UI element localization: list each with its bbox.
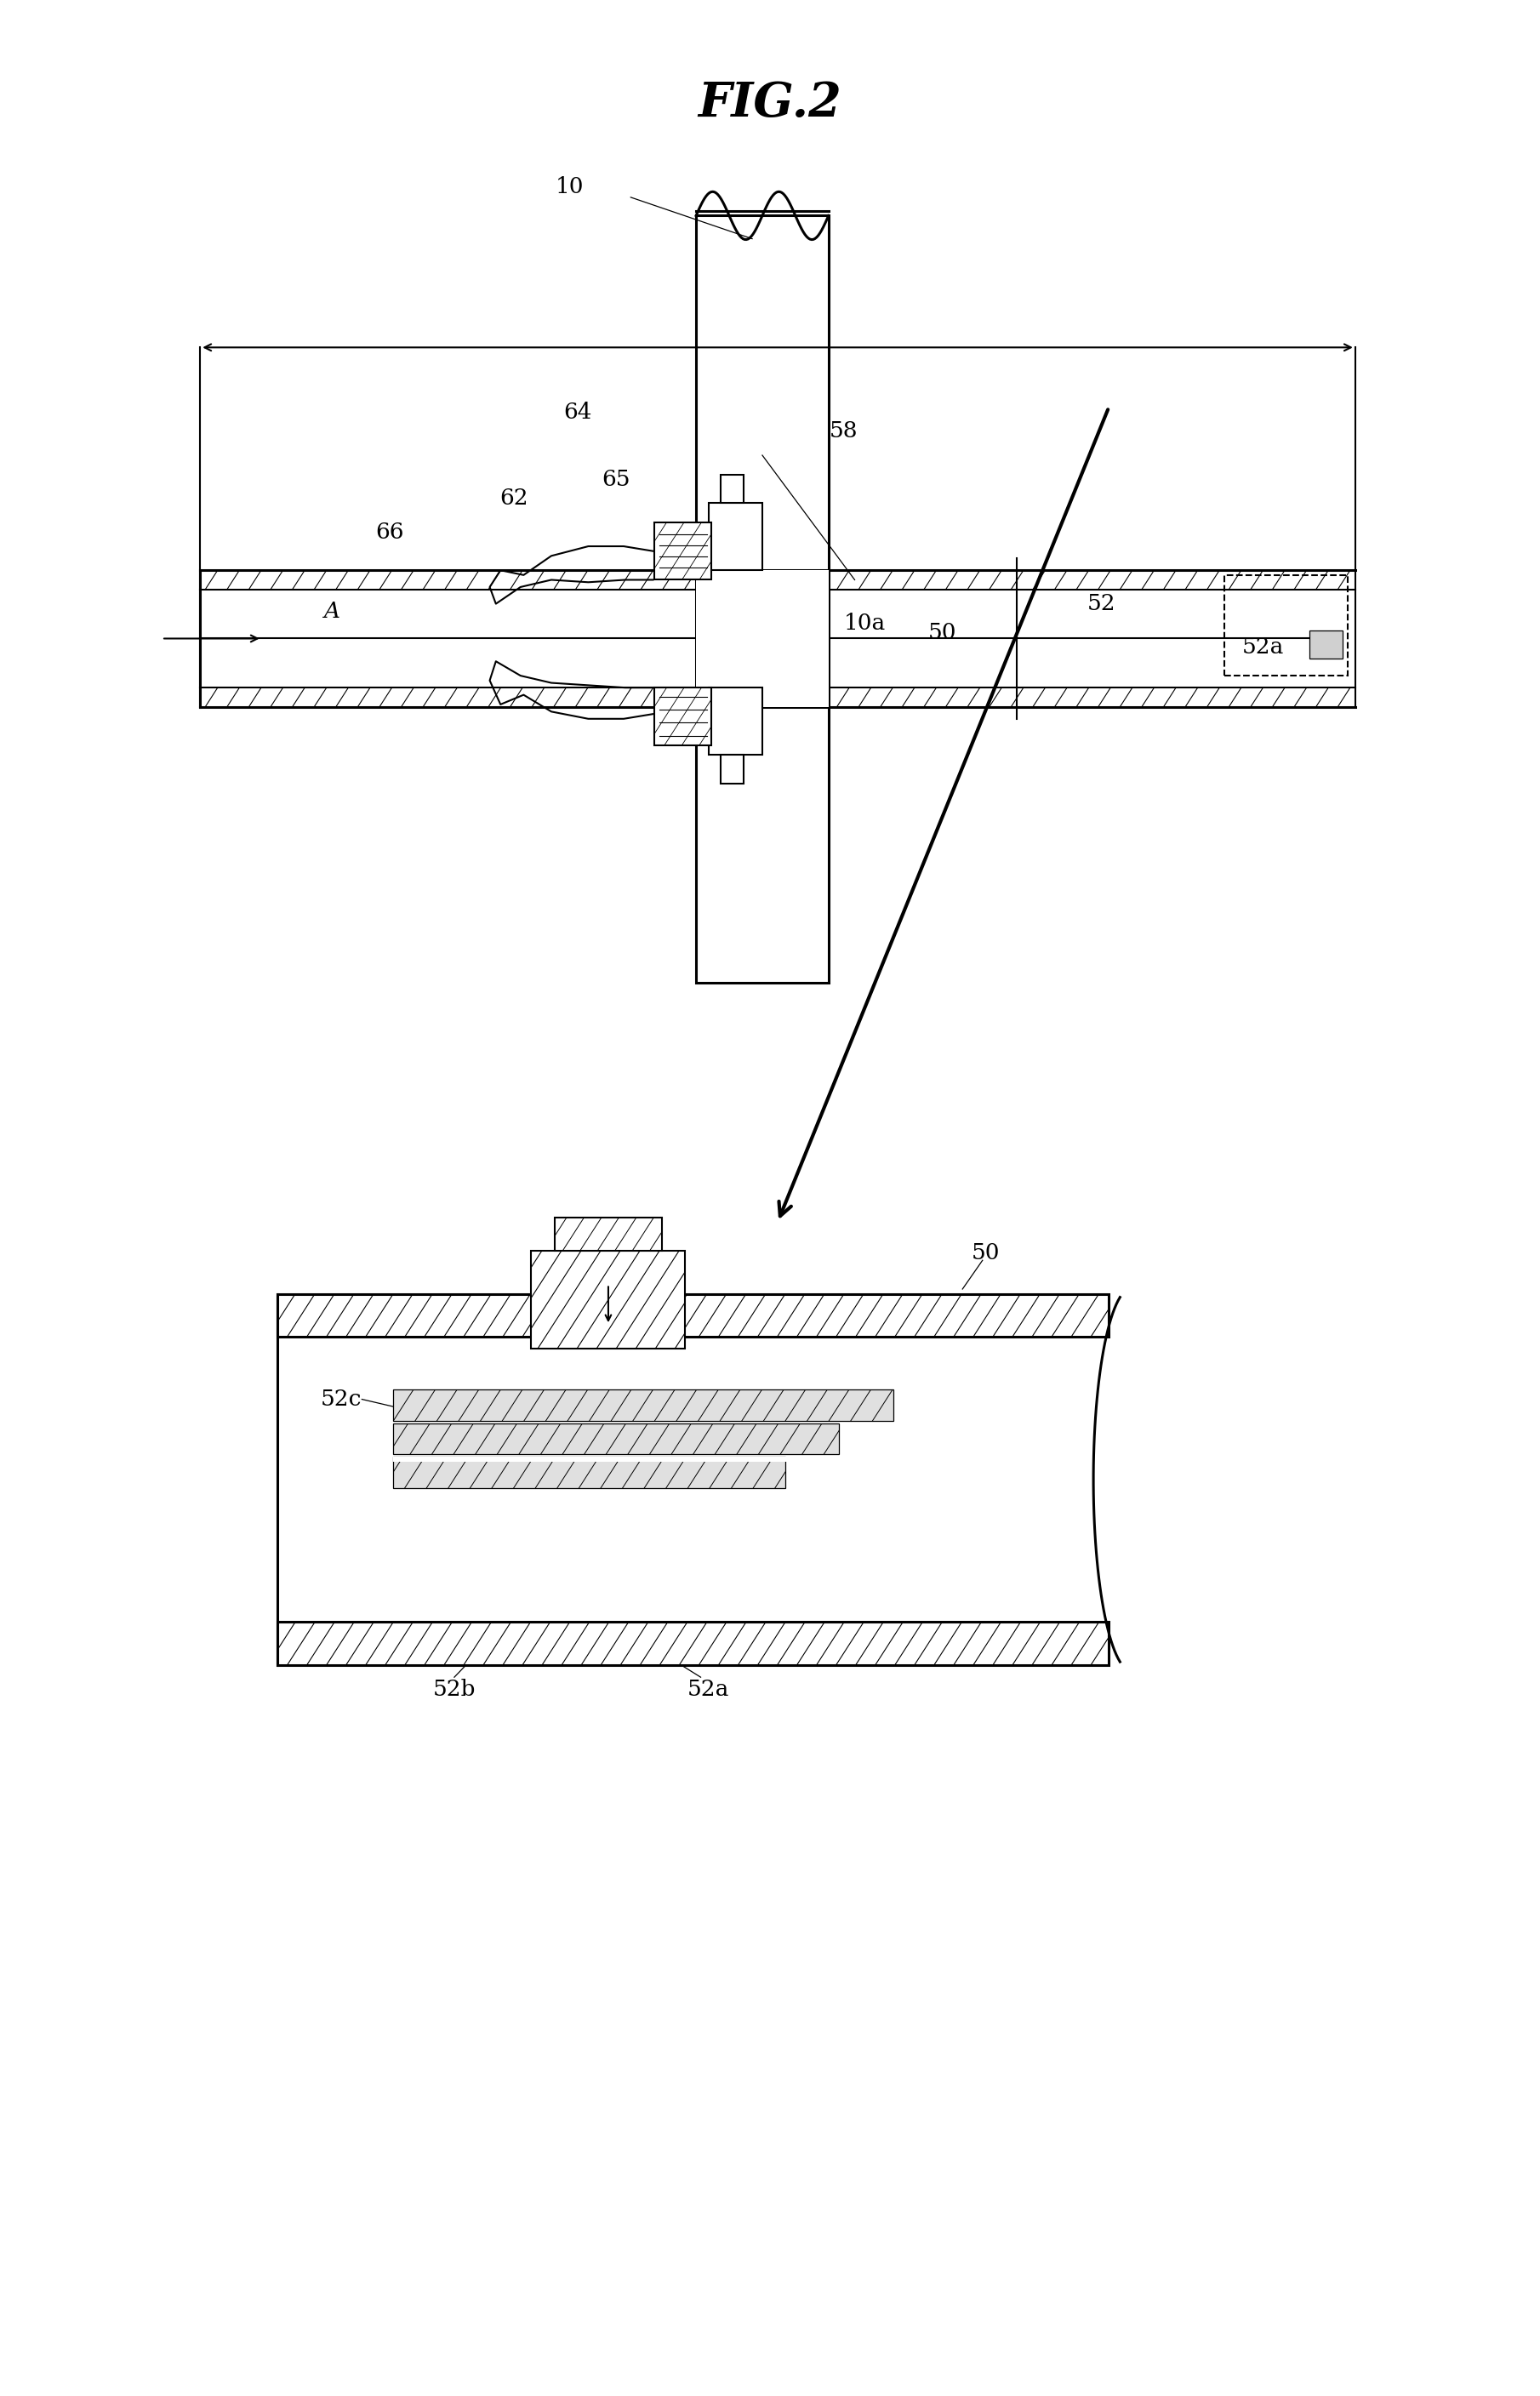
Bar (277, 1294, 1109, 1337)
Text: L: L (768, 300, 787, 328)
Bar (696, 570, 829, 707)
Bar (200, 570, 1355, 707)
Text: 52: 52 (584, 1244, 611, 1263)
Bar (531, 1251, 685, 1349)
Text: 52: 52 (1087, 594, 1115, 613)
Bar (393, 1457, 785, 1488)
Bar (393, 1390, 893, 1421)
Text: 65: 65 (602, 470, 630, 489)
Text: A: A (323, 601, 339, 621)
Text: 50: 50 (929, 623, 956, 642)
Bar (721, 755, 744, 783)
Bar (708, 503, 762, 570)
Text: 10a: 10a (844, 613, 886, 633)
Bar (696, 216, 829, 982)
Bar (721, 474, 744, 503)
Bar (200, 688, 1355, 707)
Bar (654, 688, 711, 745)
Bar (393, 1490, 893, 1495)
Bar (393, 1390, 893, 1421)
Bar (654, 522, 711, 580)
Text: 52a: 52a (687, 1680, 730, 1699)
Text: 50: 50 (972, 1244, 999, 1263)
Text: 62: 62 (500, 489, 528, 508)
Bar (277, 1622, 1109, 1665)
Bar (277, 1294, 1109, 1337)
Text: 52b: 52b (433, 1680, 476, 1699)
Bar (554, 1217, 662, 1251)
Bar (277, 1622, 1109, 1665)
Bar (1309, 630, 1343, 659)
Bar (200, 688, 1355, 707)
Text: 64: 64 (564, 403, 591, 422)
Bar (1224, 575, 1348, 676)
Bar (708, 688, 762, 755)
Bar (654, 522, 711, 580)
Text: FIG.2: FIG.2 (698, 79, 842, 127)
Bar (200, 570, 1355, 589)
Text: 58: 58 (830, 422, 858, 441)
Bar (393, 1423, 839, 1454)
Text: 10: 10 (556, 177, 584, 196)
Bar (393, 1423, 839, 1454)
Bar (200, 570, 1355, 589)
Text: 66: 66 (376, 522, 403, 541)
Bar (393, 1457, 893, 1462)
Bar (696, 216, 829, 982)
Text: 52a: 52a (1241, 637, 1284, 657)
Bar (654, 688, 711, 745)
Bar (531, 1251, 685, 1349)
Text: 52c: 52c (320, 1390, 362, 1409)
Bar (554, 1217, 662, 1251)
Bar (393, 1457, 785, 1488)
